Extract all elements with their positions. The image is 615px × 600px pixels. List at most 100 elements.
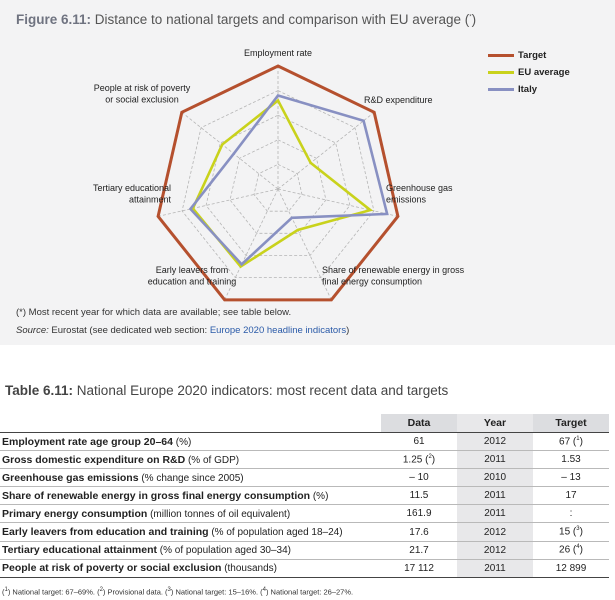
table-footnote: ( [260,587,263,597]
table-row: Greenhouse gas emissions (% change since… [0,468,609,488]
row-year: 2011 [457,450,533,470]
table-footnote: ) Provisional data. [102,587,166,597]
row-year: 2012 [457,432,533,452]
row-label: Gross domestic expenditure on R&D (% of … [0,450,381,470]
table-footnote: ( [165,587,168,597]
row-label: Greenhouse gas emissions (% change since… [0,468,381,488]
chart-legend: Target EU average Italy [488,47,570,98]
row-label: Primary energy consumption (million tonn… [0,504,381,524]
row-target: 26 (4) [533,541,609,560]
legend-entry: Italy [488,81,570,98]
legend-entry: EU average [488,64,570,81]
table-row: Primary energy consumption (million tonn… [0,504,609,524]
table-footnotes: (1) National target: 67–69%. (2) Provisi… [2,587,353,597]
radar-chart: Employment rate R&D expenditure Greenhouse… [93,48,465,302]
row-data: 161.9 [381,504,457,524]
axis-label: People at risk of poverty or social exclu… [94,83,191,105]
row-year: 2011 [457,559,533,578]
legend-swatch [488,88,514,91]
row-target: : [533,504,609,524]
row-target: 67 (1) [533,432,609,452]
row-data: 1.25 (2) [381,450,457,470]
grid-spoke [157,188,279,217]
row-year: 2011 [457,504,533,524]
figure-title-text: Distance to national targets and compari… [91,12,470,27]
grid-spoke [224,188,279,300]
row-label: Share of renewable energy in gross final… [0,486,381,506]
row-target: – 13 [533,468,609,488]
source-text: Eurostat (see dedicated web section: [48,325,210,336]
table-footnote: ) National target: 26–27%. [265,587,354,597]
source-label: Source: [16,325,49,336]
table-number: Table 6.11: [5,383,74,398]
source-link[interactable]: Europe 2020 headline indicators [209,325,347,336]
header-year: Year [457,414,533,433]
row-data: 11.5 [381,486,457,506]
row-year: 2012 [457,522,533,542]
table-row: Share of renewable energy in gross final… [0,486,609,506]
grid-spoke [277,111,375,190]
figure-source: Source: Eurostat (see dedicated web sect… [16,325,349,336]
legend-swatch [488,71,514,74]
row-target: 15 (3) [533,522,609,542]
row-label: Tertiary educational attainment (% of po… [0,541,381,560]
figure-title-end: ) [471,12,477,27]
table-footnote: 1 [4,587,8,593]
row-year: 2012 [457,541,533,560]
footnote-mark: (*) [16,307,27,318]
figure-title: Figure 6.11: Distance to national target… [16,12,476,27]
row-year: 2011 [457,486,533,506]
figure-footnote: (*) Most recent year for which data are … [16,307,291,318]
figure-number: Figure 6.11: [16,12,92,27]
row-label: People at risk of poverty or social excl… [0,559,381,578]
row-data: 61 [381,432,457,452]
legend-entry: Target [488,47,570,64]
table-footnote: 4 [262,587,266,593]
source-end: ) [346,325,350,336]
table-footnote: ) National target: 15–16%. [170,587,261,597]
series-italy [188,94,389,267]
table-row: Gross domestic expenditure on R&D (% of … [0,450,609,470]
row-data: 17.6 [381,522,457,542]
row-label: Early leavers from education and trainin… [0,522,381,542]
axis-label: R&D expenditure [364,95,433,105]
table-row: Employment rate age group 20–64 (%) 61 201… [0,432,609,452]
table-footnote: ( [97,587,100,597]
series-eu-average [191,98,374,269]
figure-title-sup: * [469,14,472,21]
header-label [0,414,381,433]
row-data: 21.7 [381,541,457,560]
table-footnote: 2 [99,587,103,593]
row-year: 2010 [457,468,533,488]
axis-label: Tertiary educational attainment [93,183,172,205]
footnote-text: Most recent year for which data are avai… [26,307,292,318]
table-footnote: 3 [167,587,171,593]
axis-label: Employment rate [244,48,312,58]
series-target [156,64,400,302]
table-row: People at risk of poverty or social excl… [0,559,609,578]
legend-label: Target [518,50,547,61]
row-target: 1.53 [533,450,609,470]
legend-label: EU average [518,67,570,78]
table-footnote: ( [2,587,5,597]
axis-label: Early leavers from education and training [148,265,237,287]
grid-spoke [277,188,399,217]
row-target: 17 [533,486,609,506]
table-row: Early leavers from education and trainin… [0,522,609,542]
indicators-table: Data Year Target Employment rate age gro… [0,414,609,578]
axis-label: Greenhouse gas emissions [386,183,453,205]
grid-spoke [277,188,332,300]
table-title: Table 6.11: National Europe 2020 indicat… [5,383,448,398]
row-label: Employment rate age group 20–64 (%) [0,432,381,452]
table-title-text: National Europe 2020 indicators: most re… [73,383,449,398]
axis-label: Share of renewable energy in gross final … [322,265,465,287]
table-header-row: Data Year Target [0,414,609,433]
legend-swatch [488,54,514,57]
legend-label: Italy [518,84,538,95]
header-target: Target [533,414,609,433]
header-data: Data [381,414,457,433]
grid-spoke [181,111,279,190]
row-target: 12 899 [533,559,609,578]
row-data: 17 112 [381,559,457,578]
figure-panel [0,0,615,345]
